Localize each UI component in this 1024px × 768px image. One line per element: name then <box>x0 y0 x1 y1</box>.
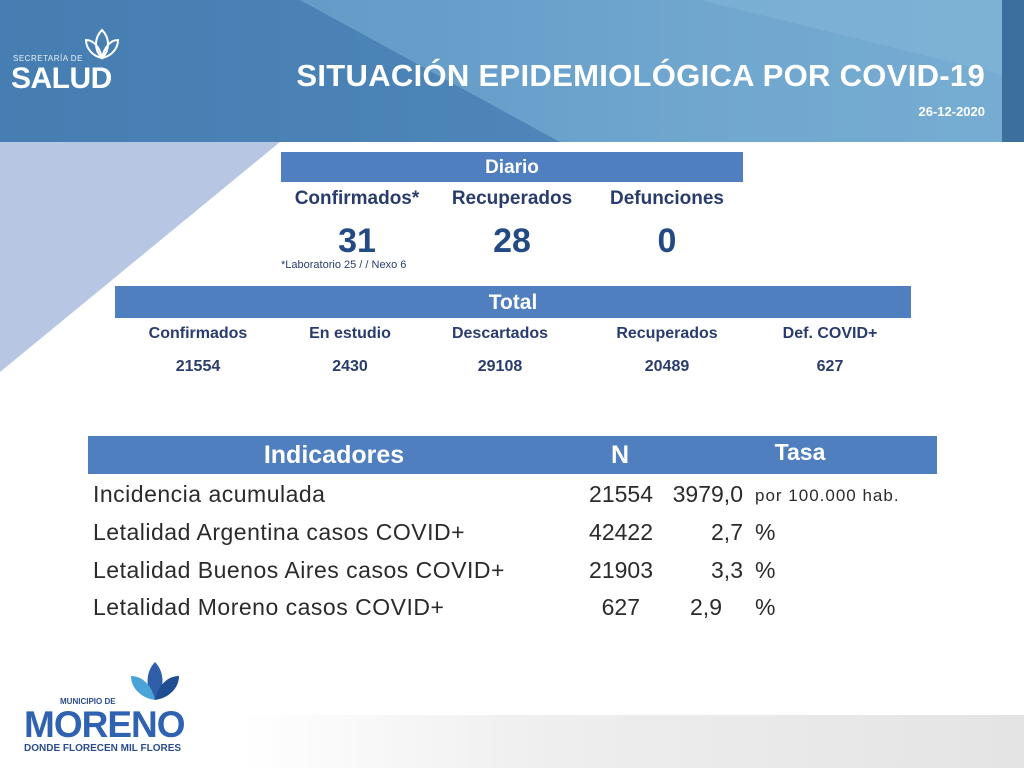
total-en-estudio-label: En estudio <box>309 325 391 342</box>
logo-secretaria-text: SECRETARÍA DE <box>13 54 83 63</box>
total-band: Total <box>115 286 911 318</box>
indicadores-header-band <box>88 436 937 474</box>
moreno-logo-small-text: MUNICIPIO DE <box>60 697 116 706</box>
moreno-logo-tagline: DONDE FLORECEN MIL FLORES <box>24 743 182 754</box>
indicador-row-tasa: 3,3 <box>711 557 743 583</box>
diario-confirmados-label: Confirmados* <box>294 188 420 209</box>
header-background-shapes <box>0 0 1024 142</box>
report-date: 26-12-2020 <box>918 104 986 119</box>
indicador-row-n: 21903 <box>589 557 653 583</box>
total-def-covid-value: 627 <box>816 358 844 375</box>
decorative-triangle <box>0 142 280 372</box>
diario-band: Diario <box>281 152 743 182</box>
moreno-logo-main-text: MORENO <box>24 704 185 745</box>
indicador-row-unit: % <box>755 594 776 620</box>
indicadores-header-tasa: Tasa <box>774 439 826 465</box>
indicador-row-tasa: 3979,0 <box>672 481 743 507</box>
footer-gradient <box>240 715 1024 768</box>
indicadores-header-label: Indicadores <box>263 441 405 469</box>
indicador-row-unit: % <box>755 557 776 583</box>
diario-footnote: *Laboratorio 25 / / Nexo 6 <box>281 259 407 271</box>
indicador-row-unit: por 100.000 hab. <box>755 486 900 505</box>
page-title: SITUACIÓN EPIDEMIOLÓGICA POR COVID-19 <box>296 58 985 93</box>
indicador-row-label: Letalidad Buenos Aires casos COVID+ <box>93 557 505 583</box>
lotus-flower-icon <box>84 28 120 60</box>
header-right-bar <box>1002 0 1024 142</box>
total-descartados-label: Descartados <box>451 325 549 342</box>
header-banner: SECRETARÍA DE SALUD SITUACIÓN EPIDEMIOLÓ… <box>0 0 1024 142</box>
indicador-row-tasa: 2,9 <box>690 594 722 620</box>
total-descartados-value: 29108 <box>477 358 523 375</box>
indicador-row-n: 21554 <box>589 481 653 507</box>
indicador-row-n: 627 <box>601 594 640 620</box>
indicador-row-tasa: 2,7 <box>711 519 743 545</box>
total-def-covid-label: Def. COVID+ <box>782 325 878 342</box>
diario-confirmados-value: 31 <box>338 222 376 260</box>
indicador-row-unit: % <box>755 519 776 545</box>
total-en-estudio-value: 2430 <box>332 358 368 375</box>
indicador-row-label: Letalidad Argentina casos COVID+ <box>93 519 466 545</box>
indicador-row-label: Incidencia acumulada <box>93 481 326 507</box>
indicadores-header-n: N <box>610 441 630 469</box>
moreno-flower-icon <box>131 662 179 700</box>
diario-defunciones-label: Defunciones <box>609 188 725 209</box>
total-confirmados-label: Confirmados <box>148 325 248 342</box>
total-confirmados-value: 21554 <box>175 358 221 375</box>
total-recuperados-label: Recuperados <box>616 325 718 342</box>
indicador-row-label: Letalidad Moreno casos COVID+ <box>93 594 445 620</box>
diario-defunciones-value: 0 <box>657 222 677 260</box>
total-recuperados-value: 20489 <box>644 358 690 375</box>
diario-recuperados-label: Recuperados <box>451 188 573 209</box>
logo-salud-text: SALUD <box>11 62 112 95</box>
indicador-row-n: 42422 <box>589 519 653 545</box>
diario-recuperados-value: 28 <box>493 222 531 260</box>
